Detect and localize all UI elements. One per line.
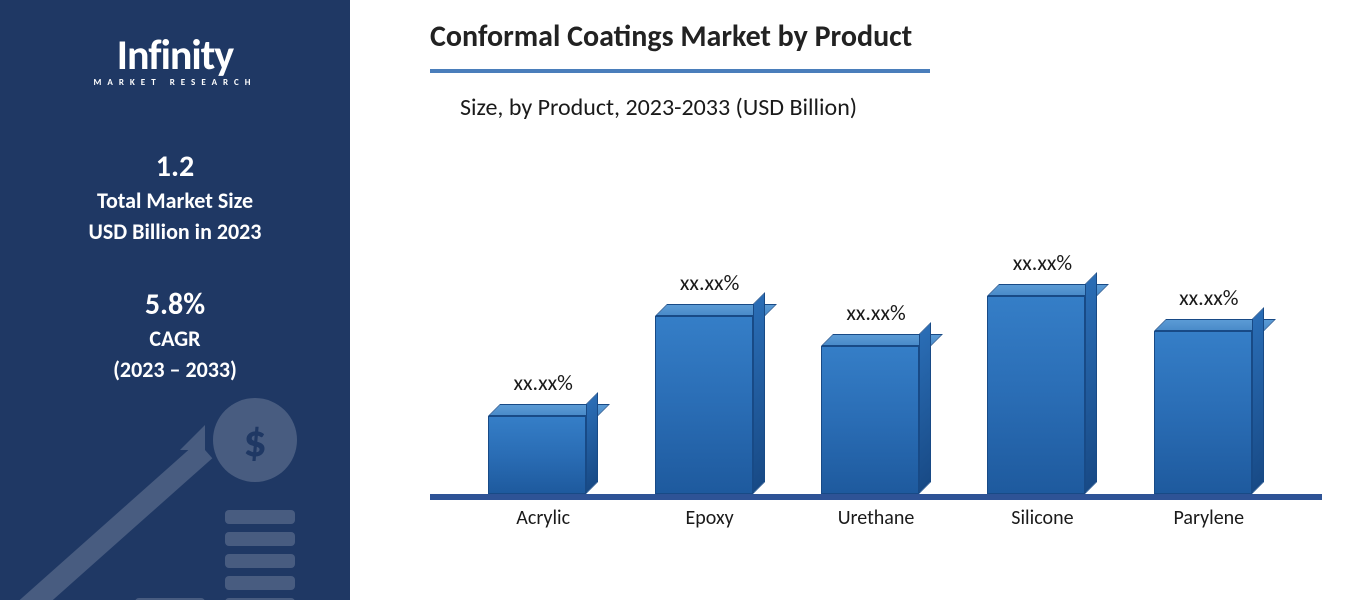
brand-logo: Infinity MARKET RESEARCH bbox=[94, 30, 257, 88]
bar-column: xx.xx% bbox=[793, 299, 959, 494]
main-content: Conformal Coatings Market by Product Siz… bbox=[350, 0, 1362, 600]
bar-value-label: xx.xx% bbox=[680, 269, 739, 296]
x-axis-label: Parylene bbox=[1126, 506, 1292, 540]
bar-value-label: xx.xx% bbox=[1013, 249, 1072, 276]
bar-value-label: xx.xx% bbox=[514, 369, 573, 396]
x-axis-label: Epoxy bbox=[626, 506, 792, 540]
bar bbox=[1154, 319, 1264, 494]
stat-cagr: 5.8% CAGR (2023 – 2033) bbox=[113, 286, 237, 384]
x-axis-label: Urethane bbox=[793, 506, 959, 540]
bar-column: xx.xx% bbox=[626, 269, 792, 494]
stat-label-line1: Total Market Size bbox=[89, 187, 262, 216]
title-underline bbox=[430, 69, 930, 73]
page: Infinity MARKET RESEARCH 1.2 Total Marke… bbox=[0, 0, 1362, 600]
bar-value-label: xx.xx% bbox=[1179, 284, 1238, 311]
stat-label-line1: CAGR bbox=[113, 325, 237, 354]
stat-label-line2: USD Billion in 2023 bbox=[89, 218, 262, 247]
stat-market-size: 1.2 Total Market Size USD Billion in 202… bbox=[89, 148, 262, 246]
bar-chart: xx.xx% xx.xx% xx.xx% xx.xx% xx.xx% AcrylicEp… bbox=[430, 200, 1322, 540]
bar bbox=[821, 334, 931, 494]
sidebar: Infinity MARKET RESEARCH 1.2 Total Marke… bbox=[0, 0, 350, 600]
bar-column: xx.xx% bbox=[959, 249, 1125, 494]
brand-name: Infinity bbox=[117, 30, 233, 81]
bar bbox=[987, 284, 1097, 494]
bar-value-label: xx.xx% bbox=[846, 299, 905, 326]
x-axis-label: Acrylic bbox=[460, 506, 626, 540]
bar bbox=[488, 404, 598, 494]
bar-column: xx.xx% bbox=[460, 369, 626, 494]
stat-value: 1.2 bbox=[89, 148, 262, 185]
chart-subtitle: Size, by Product, 2023-2033 (USD Billion… bbox=[460, 93, 1322, 122]
x-axis-label: Silicone bbox=[959, 506, 1125, 540]
bar-column: xx.xx% bbox=[1126, 284, 1292, 494]
chart-title: Conformal Coatings Market by Product bbox=[430, 18, 1322, 55]
stat-value: 5.8% bbox=[113, 286, 237, 323]
bar bbox=[655, 304, 765, 494]
growth-chart-icon: $ bbox=[5, 380, 345, 600]
svg-text:$: $ bbox=[243, 413, 266, 469]
